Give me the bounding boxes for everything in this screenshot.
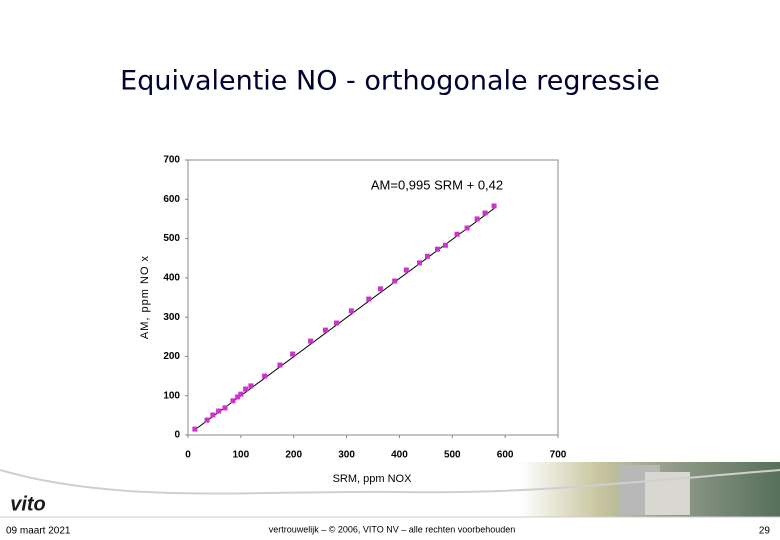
data-point [474,216,480,222]
data-point [322,327,328,333]
y-tick-label: 100 [163,390,180,401]
plot-frame [187,159,559,436]
data-point [348,308,354,314]
data-point [230,398,236,404]
data-point [238,391,244,397]
x-tick-label: 700 [550,450,567,461]
data-point [392,278,398,284]
x-tick-label: 500 [444,450,461,461]
x-axis-title: SRM, ppm NOX [333,473,413,485]
x-tick-label: 600 [497,450,514,461]
data-point [434,246,440,252]
data-point [308,338,314,344]
y-axis-title: AM, ppm NO x [139,255,151,339]
data-point [417,260,423,266]
data-point [454,231,460,237]
x-tick-label: 0 [185,450,191,461]
x-tick-label: 300 [338,450,355,461]
y-tick-label: 400 [163,272,180,283]
decor-wave [0,469,780,495]
data-point [277,362,283,368]
x-tick-label: 400 [391,450,408,461]
data-point [262,373,268,379]
data-point [366,296,372,302]
footer-notice: vertrouwelijk – © 2006, VITO NV – alle r… [269,524,516,534]
y-tick-label: 500 [163,233,180,244]
data-point [334,320,340,326]
y-tick-label: 700 [163,155,180,166]
data-point [204,417,210,423]
data-point [424,253,430,259]
footer-page: 29 [759,526,771,537]
x-tick-label: 100 [233,450,250,461]
y-tick-label: 200 [163,351,180,362]
data-point [192,426,198,432]
x-tick-label: 200 [285,450,302,461]
y-tick-label: 300 [163,312,180,323]
y-tick-label: 600 [163,194,180,205]
data-point [403,267,409,273]
data-point [442,242,448,248]
data-point [235,394,241,400]
data-point [464,225,470,231]
annotation: AM=0,995 SRM + 0,42 [371,177,503,192]
chart-title: Equivalentie NO - orthogonale regressie [120,66,660,97]
data-point [243,386,249,392]
logo: vito [10,493,46,515]
data-point [248,383,254,389]
data-point [377,286,383,292]
data-point [216,408,222,414]
data-point [491,203,497,209]
data-point [482,210,488,216]
y-tick-label: 0 [174,430,180,441]
footer-date: 09 maart 2021 [6,526,71,537]
data-point [210,412,216,418]
data-point [222,405,228,411]
data-point [290,351,296,357]
